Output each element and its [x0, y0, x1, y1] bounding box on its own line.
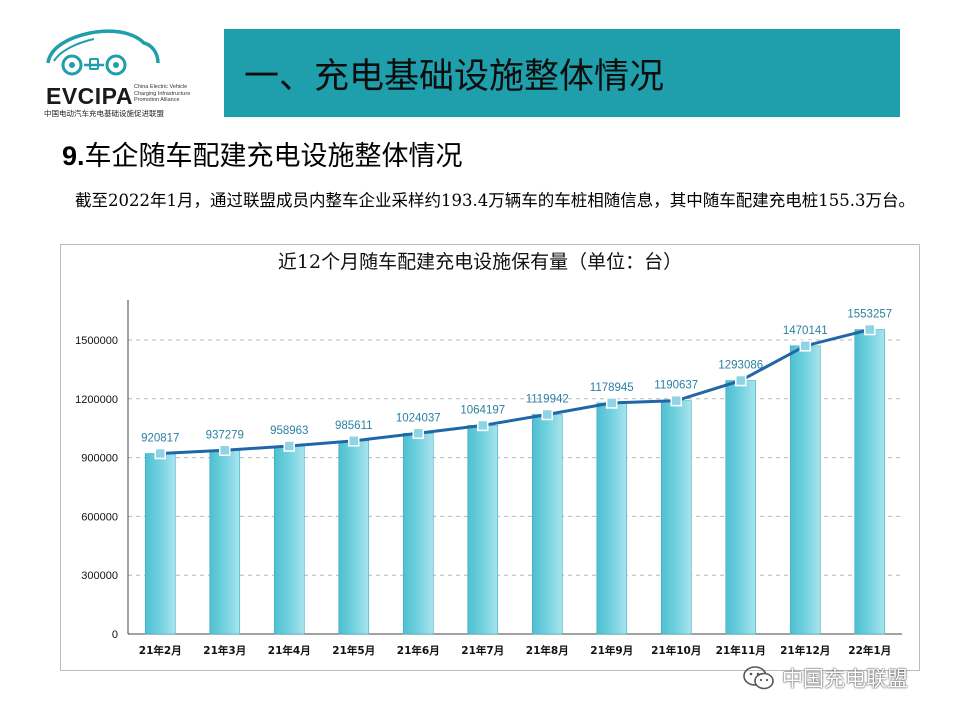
x-tick-label: 21年8月: [526, 644, 569, 657]
data-label: 1064197: [460, 404, 505, 416]
x-tick-label: 22年1月: [848, 644, 891, 657]
x-tick-label: 21年12月: [780, 644, 830, 657]
bar: [338, 440, 370, 635]
y-tick-label: 0: [112, 629, 118, 641]
y-tick-label: 1500000: [75, 335, 118, 347]
x-tick-label: 21年10月: [651, 644, 701, 657]
data-label: 1024037: [396, 412, 441, 424]
data-label: 1293086: [718, 360, 763, 372]
bar: [273, 445, 305, 635]
x-tick-label: 21年7月: [461, 644, 504, 657]
y-tick-label: 1200000: [75, 394, 118, 406]
watermark: 中国充电联盟: [742, 663, 908, 693]
data-point-marker: [735, 374, 747, 387]
section-number: 9.: [62, 141, 85, 171]
x-tick-label: 21年6月: [397, 644, 440, 657]
y-tick-label: 300000: [81, 570, 118, 582]
x-tick-label: 21年11月: [716, 644, 766, 657]
y-tick-label: 600000: [81, 511, 118, 523]
bar: [402, 432, 434, 635]
data-point-marker: [606, 397, 618, 409]
data-point-marker: [283, 440, 295, 452]
bar: [209, 449, 241, 635]
section-heading: 9.车企随车配建充电设施整体情况: [62, 134, 463, 173]
data-label: 1553257: [847, 309, 892, 321]
x-tick-label: 21年4月: [268, 644, 311, 657]
wechat-icon: [743, 666, 774, 690]
data-point-marker: [219, 444, 231, 457]
x-tick-label: 21年9月: [590, 644, 633, 657]
ev-car-logo-icon: [46, 29, 160, 76]
data-point-marker: [670, 394, 682, 407]
bar: [596, 402, 628, 635]
logo-chinese-name: 中国电动汽车充电基础设施促进联盟: [44, 109, 164, 118]
data-point-marker: [412, 427, 424, 440]
data-point-marker: [477, 419, 489, 432]
data-label: 1470141: [783, 325, 828, 337]
x-tick-label: 21年5月: [332, 644, 375, 657]
data-label: 958963: [270, 425, 308, 437]
data-label: 937279: [206, 429, 244, 441]
body-paragraph: 截至2022年1月，通过联盟成员内整车企业采样约193.4万辆车的车桩相随信息，…: [75, 191, 915, 210]
series-line: [160, 328, 871, 456]
header-bar: 一、充电基础设施整体情况: [224, 29, 900, 117]
x-tick-label: 21年3月: [203, 644, 246, 657]
data-point-marker: [541, 408, 553, 421]
chart-title: 近12个月随车配建充电设施保有量（单位：台）: [277, 251, 683, 273]
data-label: 1178945: [590, 382, 634, 394]
data-point-marker: [799, 340, 811, 352]
page-title: 一、充电基础设施整体情况: [244, 56, 665, 97]
bar: [725, 380, 757, 635]
logo-brand: EVCIPA: [46, 83, 133, 109]
data-point-marker: [864, 323, 876, 336]
data-label: 985611: [335, 420, 373, 432]
data-label: 920817: [141, 433, 179, 445]
data-point-marker: [154, 447, 166, 460]
bar: [531, 414, 563, 635]
bar: [854, 329, 886, 635]
data-point-marker: [348, 435, 360, 447]
bar: [660, 400, 692, 635]
section-title: 车企随车配建充电设施整体情况: [84, 141, 463, 172]
bar: [789, 345, 821, 635]
data-label: 1119942: [526, 393, 569, 405]
evcipa-logo: [40, 25, 200, 120]
data-label: 1190637: [654, 380, 698, 392]
x-tick-label: 21年2月: [139, 644, 182, 657]
logo-english-name: China Electric Vehicle Charging Infrastr…: [134, 84, 191, 103]
y-tick-label: 900000: [81, 453, 118, 465]
bar: [467, 425, 499, 635]
watermark-text: 中国充电联盟: [782, 667, 908, 691]
bar: [144, 453, 176, 635]
